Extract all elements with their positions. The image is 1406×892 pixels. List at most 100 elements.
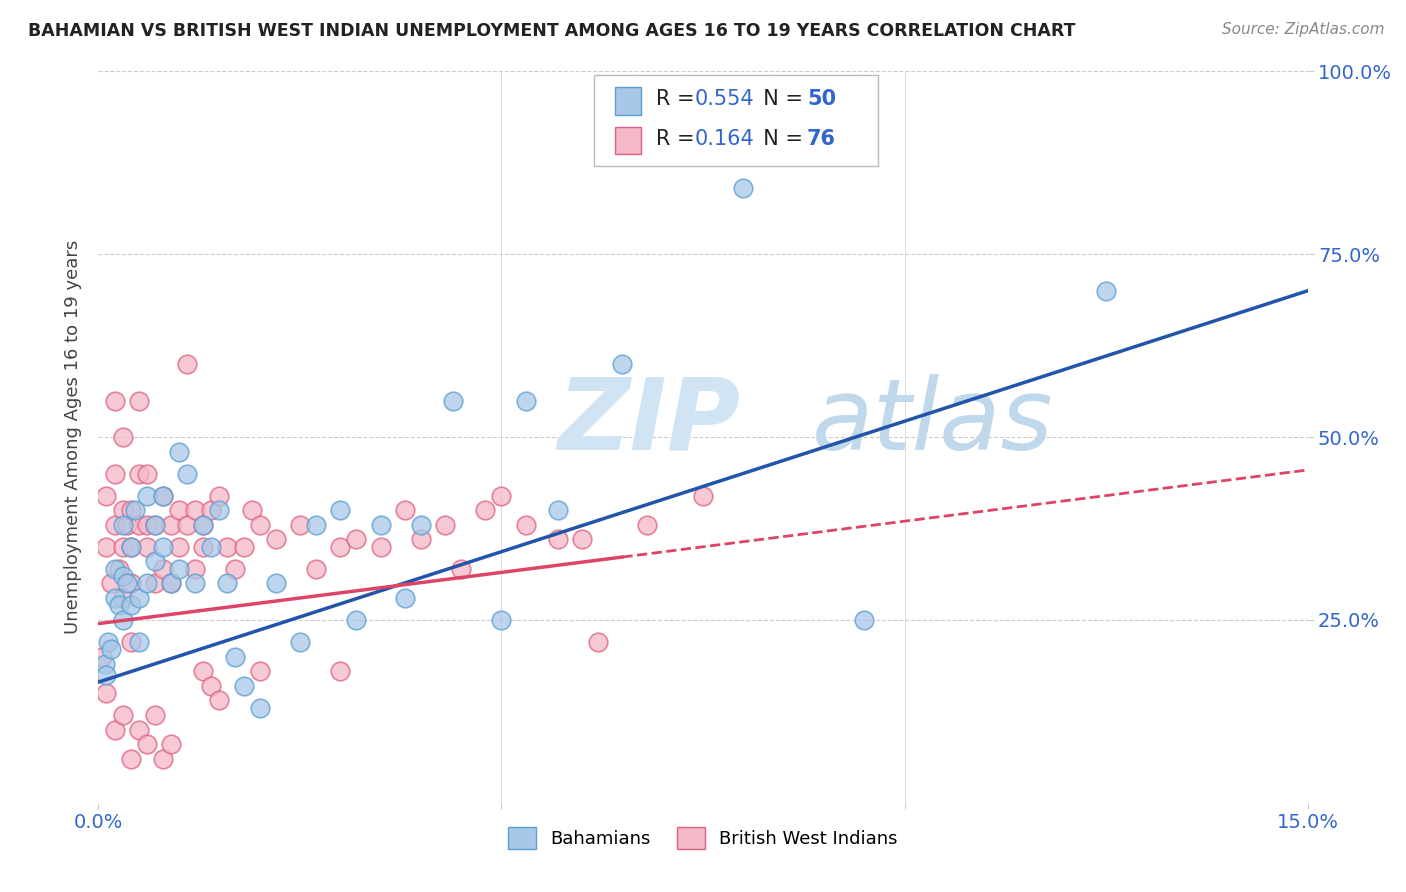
Point <box>208 503 231 517</box>
Point <box>115 517 138 532</box>
Point <box>160 737 183 751</box>
FancyBboxPatch shape <box>614 127 641 154</box>
Text: 0.554: 0.554 <box>695 89 754 109</box>
Point <box>217 576 239 591</box>
Point <box>184 576 207 591</box>
Point <box>103 723 125 737</box>
Point <box>103 517 125 532</box>
Point <box>571 533 593 547</box>
Point <box>152 540 174 554</box>
Point <box>128 635 150 649</box>
Point <box>491 489 513 503</box>
Point <box>240 503 263 517</box>
FancyBboxPatch shape <box>614 87 641 115</box>
Text: ZIP: ZIP <box>558 374 741 471</box>
Point <box>264 576 287 591</box>
Point <box>217 540 239 554</box>
Point <box>547 503 569 517</box>
Point <box>120 635 142 649</box>
Point <box>103 393 125 408</box>
Point <box>111 430 134 444</box>
Point <box>128 723 150 737</box>
Point <box>135 576 157 591</box>
Point <box>249 700 271 714</box>
Y-axis label: Unemployment Among Ages 16 to 19 years: Unemployment Among Ages 16 to 19 years <box>63 240 82 634</box>
Point <box>120 503 142 517</box>
Legend: Bahamians, British West Indians: Bahamians, British West Indians <box>502 820 904 856</box>
Point <box>111 613 134 627</box>
Point <box>193 517 215 532</box>
Point <box>329 540 352 554</box>
Point <box>249 664 271 678</box>
Point <box>160 576 183 591</box>
Point <box>135 540 157 554</box>
Point <box>135 489 157 503</box>
Point <box>152 489 174 503</box>
Point <box>111 708 134 723</box>
Point <box>91 649 114 664</box>
Point <box>97 635 120 649</box>
Point <box>515 517 537 532</box>
Point <box>120 752 142 766</box>
Text: 0.164: 0.164 <box>695 129 754 149</box>
Point <box>193 517 215 532</box>
Point <box>103 591 125 605</box>
Text: 50: 50 <box>807 89 837 109</box>
Text: R =: R = <box>655 89 702 109</box>
Text: atlas: atlas <box>811 374 1053 471</box>
Point <box>111 569 134 583</box>
Point <box>135 737 157 751</box>
Point <box>224 562 246 576</box>
Point <box>96 686 118 700</box>
Point <box>692 489 714 503</box>
Point <box>409 517 432 532</box>
Point <box>193 540 215 554</box>
Point <box>515 393 537 408</box>
Point <box>96 540 118 554</box>
Point <box>115 576 138 591</box>
Text: R =: R = <box>655 129 707 149</box>
Point <box>176 467 198 481</box>
Point <box>409 533 432 547</box>
Point <box>107 562 129 576</box>
Point <box>120 540 142 554</box>
Point <box>152 562 174 576</box>
Text: BAHAMIAN VS BRITISH WEST INDIAN UNEMPLOYMENT AMONG AGES 16 TO 19 YEARS CORRELATI: BAHAMIAN VS BRITISH WEST INDIAN UNEMPLOY… <box>28 22 1076 40</box>
Point <box>128 517 150 532</box>
FancyBboxPatch shape <box>595 75 879 167</box>
Point <box>128 591 150 605</box>
Point <box>167 562 190 576</box>
Point <box>152 489 174 503</box>
Point <box>100 642 122 657</box>
Point <box>208 489 231 503</box>
Point <box>200 679 222 693</box>
Point <box>450 562 472 576</box>
Point <box>394 591 416 605</box>
Point <box>249 517 271 532</box>
Point <box>100 576 122 591</box>
Point <box>128 393 150 408</box>
Point <box>120 540 142 554</box>
Point <box>96 667 118 681</box>
Point <box>586 635 609 649</box>
Point <box>547 533 569 547</box>
Point <box>176 517 198 532</box>
Point <box>232 679 254 693</box>
Point <box>344 613 367 627</box>
Point <box>143 517 166 532</box>
Point <box>305 517 328 532</box>
Point <box>111 503 134 517</box>
Point <box>124 503 146 517</box>
Point <box>288 635 311 649</box>
Point <box>111 591 134 605</box>
Point <box>143 554 166 568</box>
Point <box>288 517 311 532</box>
Point <box>612 357 634 371</box>
Point <box>200 503 222 517</box>
Point <box>111 540 134 554</box>
Point <box>370 540 392 554</box>
Point <box>167 444 190 458</box>
Point <box>160 576 183 591</box>
Point <box>208 693 231 707</box>
Point <box>135 467 157 481</box>
